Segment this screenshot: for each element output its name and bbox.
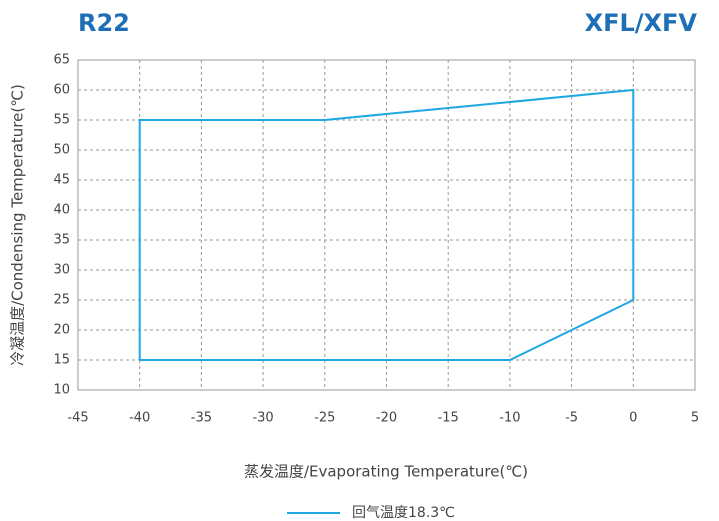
x-tick-label: -25 <box>314 411 335 426</box>
legend-label: 回气温度18.3℃ <box>352 505 455 521</box>
y-tick-label: 15 <box>53 353 70 368</box>
x-tick-label: -30 <box>252 411 273 426</box>
x-tick-label: -10 <box>499 411 520 426</box>
y-tick-label: 50 <box>53 143 70 158</box>
y-tick-label: 55 <box>53 113 70 128</box>
y-tick-label: 40 <box>53 203 70 218</box>
y-tick-label: 45 <box>53 173 70 188</box>
x-axis-label: 蒸发温度/Evaporating Temperature(℃) <box>244 463 528 481</box>
chart-title: R22 <box>78 9 130 37</box>
x-tick-label: 0 <box>629 411 637 426</box>
chart-subtitle: XFL/XFV <box>585 9 698 37</box>
y-tick-label: 35 <box>53 233 70 248</box>
y-tick-label: 25 <box>53 293 70 308</box>
y-tick-label: 30 <box>53 263 70 278</box>
y-tick-label: 10 <box>53 383 70 398</box>
y-tick-label: 20 <box>53 323 70 338</box>
x-tick-label: -5 <box>565 411 578 426</box>
data-line <box>138 88 635 361</box>
x-tick-label: -15 <box>438 411 459 426</box>
x-tick-label: 5 <box>691 411 699 426</box>
y-axis-label: 冷凝温度/Condensing Temperature(℃) <box>9 84 27 366</box>
y-tick-label: 60 <box>53 83 70 98</box>
plot-border <box>77 59 696 391</box>
x-tick-label: -45 <box>67 411 88 426</box>
y-tick-label: 65 <box>53 53 70 68</box>
x-tick-label: -20 <box>376 411 397 426</box>
x-tick-label: -35 <box>191 411 212 426</box>
x-tick-label: -40 <box>129 411 150 426</box>
